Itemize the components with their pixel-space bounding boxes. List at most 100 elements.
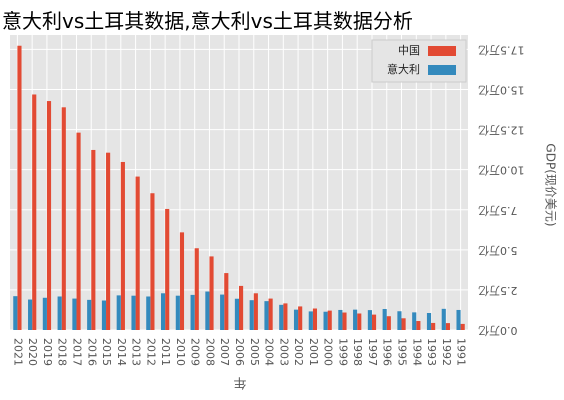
y-tick-label: 2.5万亿 (478, 284, 518, 297)
bar (135, 176, 140, 330)
x-tick-label: 2019 (41, 338, 54, 366)
x-tick-label: 2016 (85, 338, 98, 366)
bar (57, 296, 62, 330)
bar (431, 322, 436, 330)
bar (456, 309, 461, 330)
bar (61, 107, 66, 330)
bar (205, 291, 210, 330)
bar (106, 152, 111, 330)
bar (371, 314, 377, 330)
bar (283, 303, 288, 330)
legend-label: 意大利 (387, 62, 420, 76)
x-tick-label: 2015 (100, 338, 113, 366)
bar (412, 312, 417, 330)
y-tick-label: 15.0万亿 (478, 84, 525, 97)
x-tick-label: 2003 (277, 338, 290, 366)
bar (175, 295, 180, 330)
y-axis-label: GDP(现价美元) (544, 143, 558, 226)
bar (194, 248, 199, 330)
bar (308, 311, 313, 330)
bar (72, 298, 77, 330)
bar (91, 149, 96, 330)
bar (17, 45, 22, 330)
bar (460, 323, 465, 330)
bar (426, 313, 432, 330)
bar (264, 301, 269, 330)
bar (293, 309, 299, 330)
bar (120, 161, 125, 330)
x-tick-label: 1998 (351, 338, 364, 366)
bar (279, 304, 284, 330)
bar (76, 132, 81, 330)
bar (234, 298, 239, 330)
x-tick-label: 1991 (455, 338, 468, 366)
x-tick-label: 2009 (189, 338, 202, 366)
x-tick-label: 2008 (203, 338, 216, 366)
bar (224, 273, 229, 330)
x-tick-label: 2018 (56, 338, 69, 366)
bar (209, 256, 214, 330)
x-tick-label: 2001 (307, 338, 320, 366)
x-tick-label: 1992 (440, 338, 453, 366)
x-tick-label: 1995 (396, 338, 409, 366)
x-axis-label: 年 (233, 375, 246, 390)
x-tick-label: 2005 (248, 338, 261, 366)
x-tick-label: 2021 (11, 338, 24, 366)
x-tick-label: 2000 (322, 338, 335, 366)
bar (357, 313, 362, 330)
bar (146, 296, 151, 330)
bar (268, 298, 273, 330)
legend-label: 中国 (398, 44, 420, 57)
y-tick-label: 12.5万亿 (478, 124, 525, 137)
bar (116, 295, 121, 330)
bar (160, 293, 166, 330)
bar (28, 299, 33, 330)
x-tick-label: 2010 (174, 338, 187, 366)
bar (353, 309, 358, 330)
bar (87, 299, 92, 330)
y-tick-label: 10.0万亿 (478, 164, 525, 177)
bar (220, 294, 225, 330)
bar (312, 308, 318, 330)
bar (386, 316, 391, 330)
x-tick-label: 2011 (159, 338, 172, 366)
x-tick-label: 2017 (70, 338, 83, 366)
bar (46, 101, 52, 330)
x-tick-label: 2007 (218, 338, 231, 366)
x-tick-label: 1994 (410, 338, 423, 366)
bar (179, 232, 185, 330)
legend-swatch (428, 46, 456, 56)
bar (298, 306, 303, 330)
bar (253, 293, 258, 330)
x-tick-label: 2013 (130, 338, 143, 366)
y-tick-label: 5.0万亿 (478, 244, 518, 257)
bar (101, 300, 107, 330)
bar (249, 300, 254, 330)
x-tick-label: 1993 (425, 338, 438, 366)
x-tick-label: 2006 (233, 338, 246, 366)
bar (441, 308, 446, 330)
bar (416, 321, 421, 330)
y-tick-label: 0.0万亿 (478, 324, 518, 337)
legend-swatch (428, 65, 456, 75)
bar (131, 295, 136, 330)
bar (401, 318, 406, 330)
x-tick-label: 2014 (115, 338, 128, 366)
bar (382, 308, 387, 330)
bar (13, 296, 18, 330)
x-tick-label: 1999 (336, 338, 349, 366)
x-tick-label: 2002 (292, 338, 305, 366)
x-tick-label: 1997 (366, 338, 379, 366)
x-tick-label: 2012 (144, 338, 157, 366)
bar (190, 294, 195, 330)
x-tick-label: 1996 (381, 338, 394, 366)
y-tick-label: 7.5万亿 (478, 204, 518, 217)
bar (42, 297, 47, 330)
bar (32, 94, 37, 330)
bar (327, 310, 332, 330)
x-tick-label: 2020 (26, 338, 39, 366)
x-tick-label: 2004 (263, 338, 276, 366)
bar (445, 323, 450, 330)
bar (342, 312, 347, 330)
